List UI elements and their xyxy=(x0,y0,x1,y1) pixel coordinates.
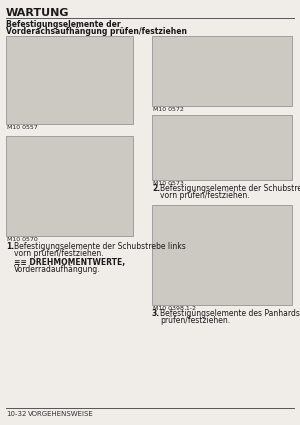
Bar xyxy=(6,36,133,124)
Text: Vorderradaufhängung.: Vorderradaufhängung. xyxy=(14,265,100,274)
Text: WARTUNG: WARTUNG xyxy=(6,8,70,18)
Text: Befestigungselemente der Schubstrebe links: Befestigungselemente der Schubstrebe lin… xyxy=(14,242,186,251)
Text: M10 0573: M10 0573 xyxy=(153,181,184,186)
Text: vorn prüfen/festziehen.: vorn prüfen/festziehen. xyxy=(14,249,103,258)
Text: 3.: 3. xyxy=(152,309,160,318)
Bar xyxy=(152,205,292,305)
Text: M10 0572: M10 0572 xyxy=(153,107,184,112)
Text: VORGEHENSWEISE: VORGEHENSWEISE xyxy=(28,411,94,417)
Text: ≡≡ DREHMOMENTWERTE,: ≡≡ DREHMOMENTWERTE, xyxy=(14,258,125,267)
Bar xyxy=(152,36,292,106)
Text: vorn prüfen/festziehen.: vorn prüfen/festziehen. xyxy=(160,191,250,200)
Text: Vorderachsaufhängung prüfen/festziehen: Vorderachsaufhängung prüfen/festziehen xyxy=(6,27,187,36)
Text: M10 0557: M10 0557 xyxy=(7,125,38,130)
Text: 1.: 1. xyxy=(6,242,14,251)
Text: Befestigungselemente der: Befestigungselemente der xyxy=(6,20,121,29)
Text: M10 0570: M10 0570 xyxy=(7,237,38,242)
Text: Befestigungselemente der Schubstrebe rechts: Befestigungselemente der Schubstrebe rec… xyxy=(160,184,300,193)
Text: prüfen/festziehen.: prüfen/festziehen. xyxy=(160,316,230,325)
Text: 2.: 2. xyxy=(152,184,160,193)
Bar xyxy=(152,115,292,180)
Text: 10-32: 10-32 xyxy=(6,411,26,417)
Bar xyxy=(6,136,133,236)
Text: Befestigungselemente des Panhardstabs vorn: Befestigungselemente des Panhardstabs vo… xyxy=(160,309,300,318)
Text: M10 0398 1-2: M10 0398 1-2 xyxy=(153,306,196,311)
